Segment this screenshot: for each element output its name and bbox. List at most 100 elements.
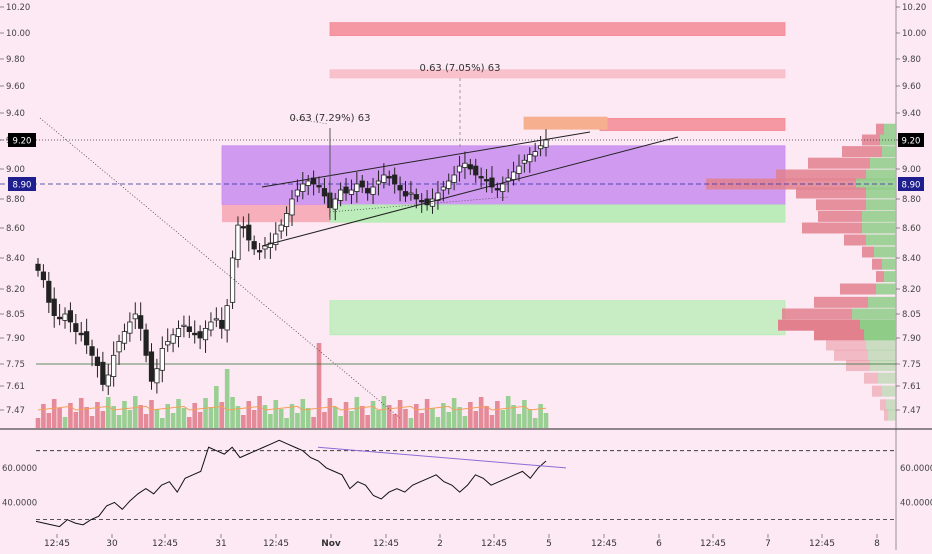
time-tick-label: 30 <box>106 539 118 549</box>
volume-ma-line <box>37 405 547 411</box>
profile-bar-up <box>888 409 896 421</box>
left-price-tick-label: 7.61 <box>6 382 25 392</box>
time-tick-label: 7 <box>765 539 771 549</box>
price-tick-label: 9.00 <box>902 165 921 175</box>
volume-bar <box>127 410 133 428</box>
candle-body <box>262 245 268 250</box>
profile-bar-up <box>884 271 896 283</box>
candle-body <box>510 171 517 180</box>
volume-bar <box>197 412 203 428</box>
left-price-tick-label: 8.20 <box>6 285 25 295</box>
volume-bar <box>495 401 500 428</box>
candle-body <box>138 315 144 329</box>
candle-body <box>267 242 273 248</box>
volume-bar <box>543 413 549 428</box>
volume-bar <box>84 407 89 428</box>
profile-bar-down <box>880 399 886 411</box>
profile-bar-down <box>872 258 882 270</box>
time-tick-label: 12:45 <box>481 539 507 549</box>
volume-bar <box>311 417 316 428</box>
candle-body <box>321 188 328 197</box>
candle-body <box>116 341 122 353</box>
candle-body <box>46 280 52 303</box>
volume-bar <box>500 410 506 428</box>
volume-bar <box>46 413 52 428</box>
volume-bar <box>230 397 235 428</box>
volume-bar <box>251 410 257 428</box>
candle-body <box>202 327 209 341</box>
volume-bar <box>295 413 300 428</box>
volume-bar <box>268 414 273 428</box>
profile-bar-down <box>844 234 866 246</box>
candle-body <box>181 324 187 327</box>
candle-body <box>467 164 473 170</box>
volume-bar <box>478 397 484 428</box>
left-price-tick-label: 9.80 <box>6 55 25 65</box>
volume-bar <box>408 418 414 428</box>
candle-body <box>348 189 355 195</box>
volume-bar <box>370 401 376 428</box>
left-rsi-tick-label: 60.0000 <box>2 464 37 474</box>
candle-body <box>473 165 479 176</box>
left-price-tick-label: 9.60 <box>6 82 25 92</box>
volume-bar <box>51 399 57 428</box>
candle-body <box>435 192 441 201</box>
candle-body <box>159 347 165 371</box>
profile-bar-down <box>776 169 866 181</box>
volume-bar <box>305 408 311 428</box>
price-tick-label: 8.80 <box>902 195 921 205</box>
volume-bar <box>505 396 511 428</box>
candle-body <box>527 154 533 163</box>
profile-bar-up <box>878 372 896 384</box>
candle-body <box>343 186 349 194</box>
candle-body <box>456 165 463 173</box>
candle-body <box>278 224 284 232</box>
volume-bar <box>224 369 230 428</box>
candle-body <box>316 185 322 188</box>
volume-bar <box>273 400 279 428</box>
candle-body <box>143 329 149 356</box>
volume-bar <box>105 397 111 428</box>
candle-body <box>235 224 241 260</box>
volume-bar <box>111 406 116 428</box>
profile-bar-up <box>864 329 896 341</box>
volume-bar <box>511 405 516 428</box>
volume-bar <box>143 414 149 428</box>
candle-body <box>170 334 176 344</box>
time-tick-label: 12:45 <box>809 539 835 549</box>
profile-bar-down <box>864 372 878 384</box>
candle-body <box>359 180 365 188</box>
time-tick-label: 8 <box>874 539 880 549</box>
candle-body <box>365 188 371 194</box>
candle-body <box>289 198 295 216</box>
volume-bar <box>138 405 143 428</box>
price-tick-label: 8.05 <box>902 310 921 320</box>
volume-bar <box>57 408 62 428</box>
price-tick-label: 7.90 <box>902 334 921 344</box>
candle-body <box>332 198 338 210</box>
price-tick-label: 8.20 <box>902 285 921 295</box>
volume-bar <box>522 400 527 428</box>
volume-bar <box>89 416 95 428</box>
candle-body <box>100 361 106 385</box>
time-tick-label: 6 <box>656 539 662 549</box>
volume-bar <box>241 415 246 428</box>
left-current-price-badge <box>8 133 36 147</box>
volume-bar <box>441 403 446 428</box>
candle-body <box>483 179 490 182</box>
profile-bar-up <box>860 319 896 331</box>
volume-bar <box>41 404 46 428</box>
candle-body <box>500 183 506 192</box>
profile-bar-up <box>852 308 896 320</box>
volume-bar <box>527 409 533 428</box>
candle-body <box>78 332 84 336</box>
candle-body <box>532 151 538 157</box>
candle-body <box>386 176 392 179</box>
rsi-tick-label: 40.0000 <box>900 498 932 508</box>
profile-bar-up <box>862 222 896 234</box>
volume-bar <box>203 398 208 428</box>
candle-body <box>273 233 279 245</box>
candle-body <box>154 368 160 384</box>
volume-bar <box>446 412 452 428</box>
